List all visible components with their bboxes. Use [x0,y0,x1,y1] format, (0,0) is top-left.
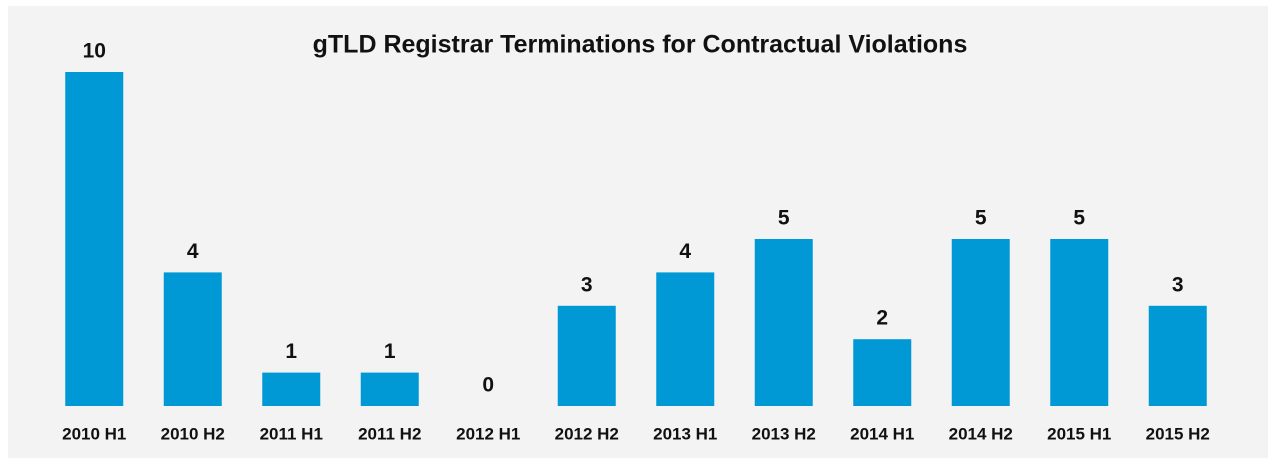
data-label: 3 [1172,273,1184,296]
bar [262,372,321,406]
bar [656,272,715,406]
bar [360,372,419,406]
x-tick-label: 2015 H2 [1146,424,1210,443]
bar [951,239,1010,406]
bar [853,339,912,406]
x-tick-label: 2013 H1 [653,424,717,443]
data-label: 1 [384,340,396,363]
bar [1148,305,1207,406]
data-label: 5 [975,207,987,230]
data-label: 5 [1073,207,1085,230]
data-label: 3 [581,273,593,296]
x-tick-label: 2011 H2 [358,424,421,443]
x-tick-label: 2010 H1 [62,424,126,443]
bar [557,305,616,406]
data-label: 2 [876,307,888,330]
x-tick-label: 2012 H1 [456,424,520,443]
data-label: 0 [482,374,494,397]
chart-title: gTLD Registrar Terminations for Contract… [313,31,968,59]
x-tick-label: 2011 H1 [260,424,323,443]
x-tick-label: 2012 H2 [555,424,619,443]
x-tick-label: 2015 H1 [1047,424,1111,443]
data-label: 4 [679,240,691,263]
x-tick-label: 2014 H2 [949,424,1013,443]
bar [163,272,222,406]
x-tick-label: 2013 H2 [752,424,816,443]
bar [65,72,124,406]
bar [1050,239,1109,406]
x-tick-label: 2014 H1 [850,424,914,443]
data-label: 10 [83,40,106,63]
data-label: 1 [285,340,297,363]
x-tick-label: 2010 H2 [161,424,225,443]
data-label: 5 [778,207,790,230]
bar [754,239,813,406]
data-label: 4 [187,240,199,263]
